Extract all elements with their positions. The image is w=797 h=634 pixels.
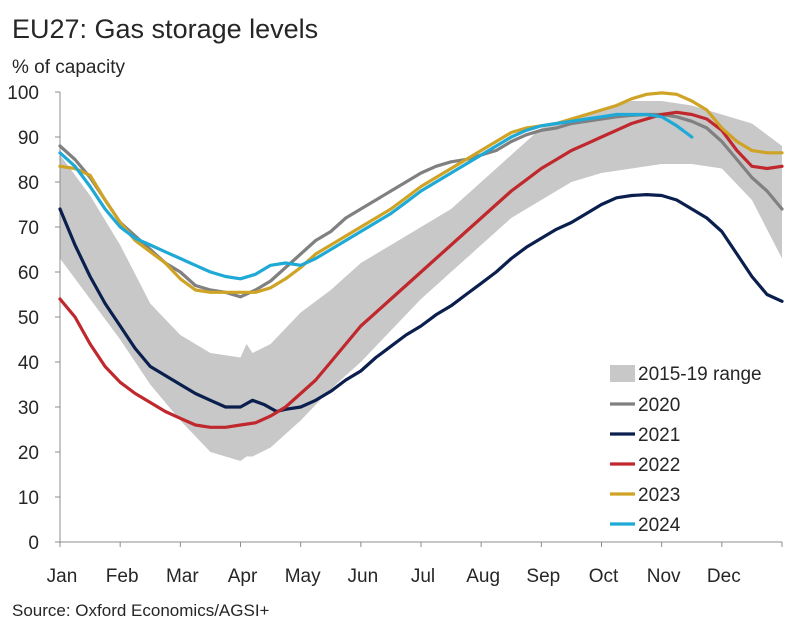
y-tick-label: 100 <box>7 83 39 104</box>
y-tick-label: 50 <box>18 308 39 329</box>
x-tick-label: Apr <box>228 566 258 587</box>
legend-label-2024: 2024 <box>638 515 681 536</box>
y-tick-label: 60 <box>18 263 39 284</box>
x-tick-label: Feb <box>106 566 139 587</box>
x-tick-label: Sep <box>526 566 560 587</box>
series-line-2024 <box>58 112 694 281</box>
y-tick-label: 70 <box>18 218 39 239</box>
legend-label-range: 2015-19 range <box>638 364 762 385</box>
chart-title: EU27: Gas storage levels <box>12 14 319 44</box>
y-tick-label: 10 <box>18 488 39 509</box>
series-line-2021 <box>58 193 784 414</box>
legend-label-2020: 2020 <box>638 395 680 416</box>
chart-source: Source: Oxford Economics/AGSI+ <box>12 601 270 620</box>
x-tick-label: Dec <box>707 566 741 587</box>
x-tick-label: May <box>285 566 321 587</box>
x-tick-label: Mar <box>166 566 199 587</box>
y-tick-label: 0 <box>28 533 39 554</box>
y-tick-label: 30 <box>18 398 39 419</box>
y-tick-label: 80 <box>18 173 39 194</box>
y-tick-label: 90 <box>18 128 39 149</box>
x-tick-label: Jan <box>47 566 78 587</box>
x-tick-label: Jun <box>348 566 379 587</box>
y-axis-label: % of capacity <box>12 57 125 78</box>
y-tick-label: 40 <box>18 353 39 374</box>
legend-label-2023: 2023 <box>638 485 680 506</box>
x-tick-label: Oct <box>589 566 619 587</box>
y-tick-label: 20 <box>18 443 39 464</box>
x-tick-label: Aug <box>466 566 500 587</box>
series-line-2023 <box>58 91 784 294</box>
range-band-area <box>60 101 782 461</box>
legend-label-2021: 2021 <box>638 425 680 446</box>
legend-swatch-range <box>610 365 635 382</box>
x-tick-label: Jul <box>411 566 435 587</box>
x-tick-label: Nov <box>647 566 681 587</box>
series-line-2022 <box>58 110 784 429</box>
legend-label-2022: 2022 <box>638 455 680 476</box>
